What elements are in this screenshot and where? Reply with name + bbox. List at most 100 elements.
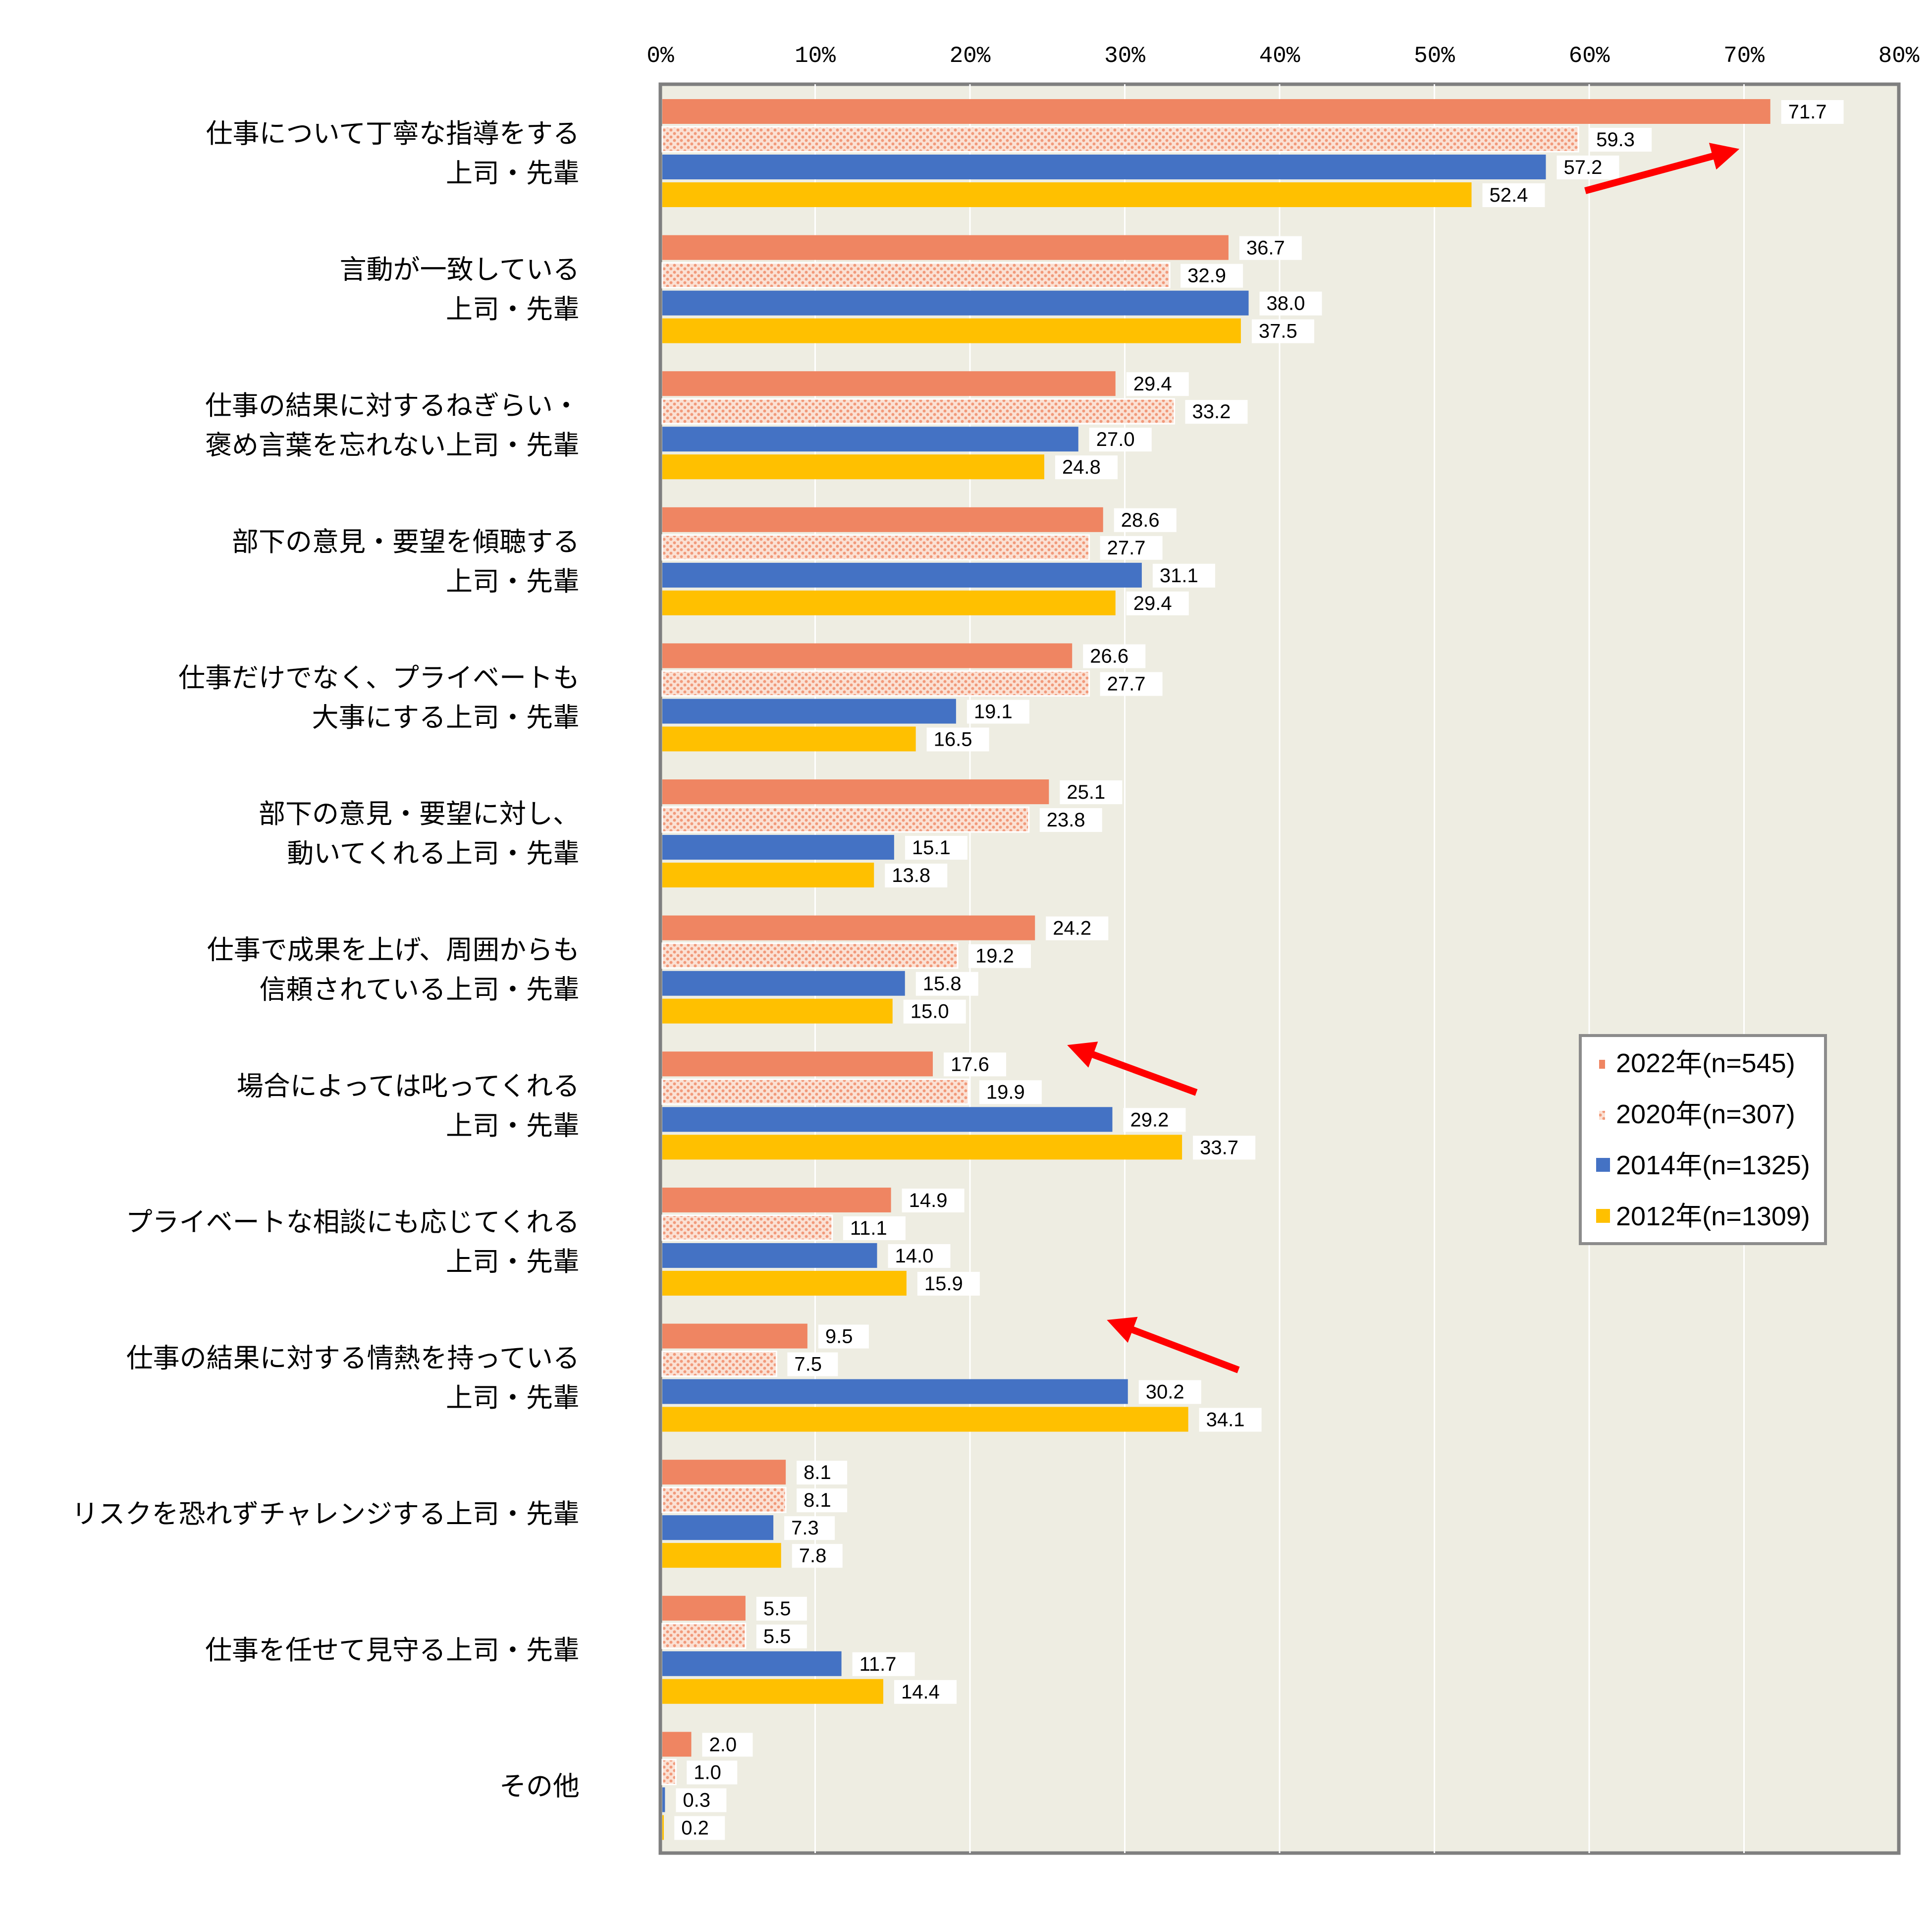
data-label: 37.5 xyxy=(1259,321,1297,342)
data-label: 14.4 xyxy=(901,1681,940,1703)
data-label-box xyxy=(1083,644,1146,668)
data-label: 36.7 xyxy=(1246,237,1285,259)
category-label: 大事にする上司・先輩 xyxy=(312,702,580,733)
bar-3-5 xyxy=(662,863,874,888)
bar-3-0 xyxy=(662,182,1472,207)
data-label-box xyxy=(1138,1380,1201,1404)
category-label: 言動が一致している xyxy=(340,254,580,285)
category-label: 上司・先輩 xyxy=(446,1246,580,1277)
legend-label: 2020年(n=307) xyxy=(1616,1099,1795,1129)
bar-0-8 xyxy=(662,1187,891,1212)
category-label: リスクを恐れずチャレンジする上司・先輩 xyxy=(72,1498,580,1530)
category-label: その他 xyxy=(499,1770,580,1802)
category-label: 信頼されている上司・先輩 xyxy=(260,974,580,1005)
data-label: 11.7 xyxy=(859,1653,897,1675)
data-label: 19.1 xyxy=(974,701,1013,722)
category-label: 上司・先輩 xyxy=(446,158,580,189)
data-label-box xyxy=(894,1680,957,1704)
bar-3-9 xyxy=(662,1407,1188,1432)
legend-swatch xyxy=(1599,1111,1605,1120)
data-label: 33.7 xyxy=(1200,1137,1238,1158)
data-label: 11.1 xyxy=(850,1217,887,1239)
category-label: 部下の意見・要望を傾聴する xyxy=(232,526,580,557)
bar-3-7 xyxy=(662,1135,1182,1160)
data-label-box xyxy=(968,944,1031,968)
bar-1-1 xyxy=(661,262,1171,289)
data-label: 24.8 xyxy=(1062,456,1101,478)
bar-0-12 xyxy=(662,1732,692,1757)
bar-1-9 xyxy=(661,1351,777,1377)
legend-swatch xyxy=(1599,1060,1605,1069)
category-label: 上司・先輩 xyxy=(446,294,580,325)
legend-swatch xyxy=(1596,1158,1610,1172)
data-label-box xyxy=(1039,808,1102,832)
data-label: 23.8 xyxy=(1047,809,1085,831)
bar-0-0 xyxy=(662,99,1771,124)
data-label: 33.2 xyxy=(1192,401,1231,423)
category-label: 仕事を任せて見守る上司・先輩 xyxy=(205,1635,580,1666)
data-label: 19.2 xyxy=(975,945,1014,967)
data-label-box xyxy=(1781,100,1844,124)
bar-2-2 xyxy=(662,427,1078,452)
data-label-box xyxy=(792,1544,843,1568)
data-label: 8.1 xyxy=(804,1489,831,1511)
data-label-box xyxy=(787,1352,838,1376)
category-label: 仕事について丁寧な指導をする xyxy=(206,118,580,149)
data-label-box xyxy=(1100,672,1163,696)
data-label: 24.2 xyxy=(1053,918,1091,939)
data-label: 5.5 xyxy=(763,1626,791,1647)
data-label-box xyxy=(903,999,966,1024)
data-label-box xyxy=(1589,128,1652,152)
bar-1-2 xyxy=(661,398,1175,425)
data-label-box xyxy=(756,1624,807,1648)
data-label: 7.8 xyxy=(799,1545,827,1567)
red-arrow-annotation xyxy=(1584,143,1740,194)
data-label: 31.1 xyxy=(1160,565,1198,587)
data-label-box xyxy=(674,1816,725,1840)
x-tick-label: 10% xyxy=(795,43,836,69)
bar-0-11 xyxy=(662,1595,746,1621)
bar-0-2 xyxy=(662,371,1116,396)
category-label: 仕事の結果に対する情熱を持っている xyxy=(126,1343,580,1374)
data-label: 27.0 xyxy=(1096,429,1135,450)
data-label: 15.0 xyxy=(911,1001,949,1023)
data-label: 15.9 xyxy=(924,1273,963,1295)
data-label: 8.1 xyxy=(804,1462,831,1483)
category-label: 上司・先輩 xyxy=(446,1110,580,1141)
data-label: 9.5 xyxy=(825,1326,853,1348)
bar-1-4 xyxy=(661,670,1090,697)
red-arrow-annotation xyxy=(1107,1316,1240,1373)
data-label-box xyxy=(1114,508,1177,532)
x-axis-ticks: 0% 10% 20% 30% 40% 50% 60% 70% 80% xyxy=(646,43,1919,69)
bar-3-2 xyxy=(662,454,1044,480)
bar-1-3 xyxy=(661,534,1090,561)
data-label: 19.9 xyxy=(986,1081,1025,1103)
bar-2-1 xyxy=(662,290,1249,316)
bar-0-9 xyxy=(662,1323,807,1349)
data-label: 25.1 xyxy=(1067,781,1105,803)
data-label-box xyxy=(1100,536,1163,560)
bar-0-3 xyxy=(662,507,1103,532)
bar-1-11 xyxy=(661,1623,747,1649)
data-label: 71.7 xyxy=(1788,101,1827,123)
bar-0-10 xyxy=(662,1460,786,1485)
x-tick-label: 50% xyxy=(1414,43,1455,69)
legend-label: 2022年(n=545) xyxy=(1616,1048,1795,1078)
bar-3-10 xyxy=(662,1543,781,1568)
value-labels: 71.7 59.3 57.2 52.4 36.7 32.9 38.0 37.5 29.4 33.2… xyxy=(674,100,1844,1840)
bar-0-6 xyxy=(662,915,1035,940)
red-arrow-annotation xyxy=(1067,1041,1198,1096)
category-label: 上司・先輩 xyxy=(446,566,580,597)
data-label: 5.5 xyxy=(763,1598,791,1620)
bar-2-9 xyxy=(662,1379,1128,1404)
bar-2-6 xyxy=(662,971,905,996)
bar-1-12 xyxy=(661,1758,677,1785)
data-label-box xyxy=(843,1216,906,1240)
bar-2-7 xyxy=(662,1107,1113,1132)
bar-3-12 xyxy=(662,1815,664,1840)
legend-box xyxy=(1579,1034,1827,1245)
bar-1-5 xyxy=(661,806,1030,833)
data-label-box xyxy=(1181,264,1243,288)
data-label-box xyxy=(902,1188,965,1212)
category-label: 部下の意見・要望に対し、 xyxy=(259,798,580,829)
